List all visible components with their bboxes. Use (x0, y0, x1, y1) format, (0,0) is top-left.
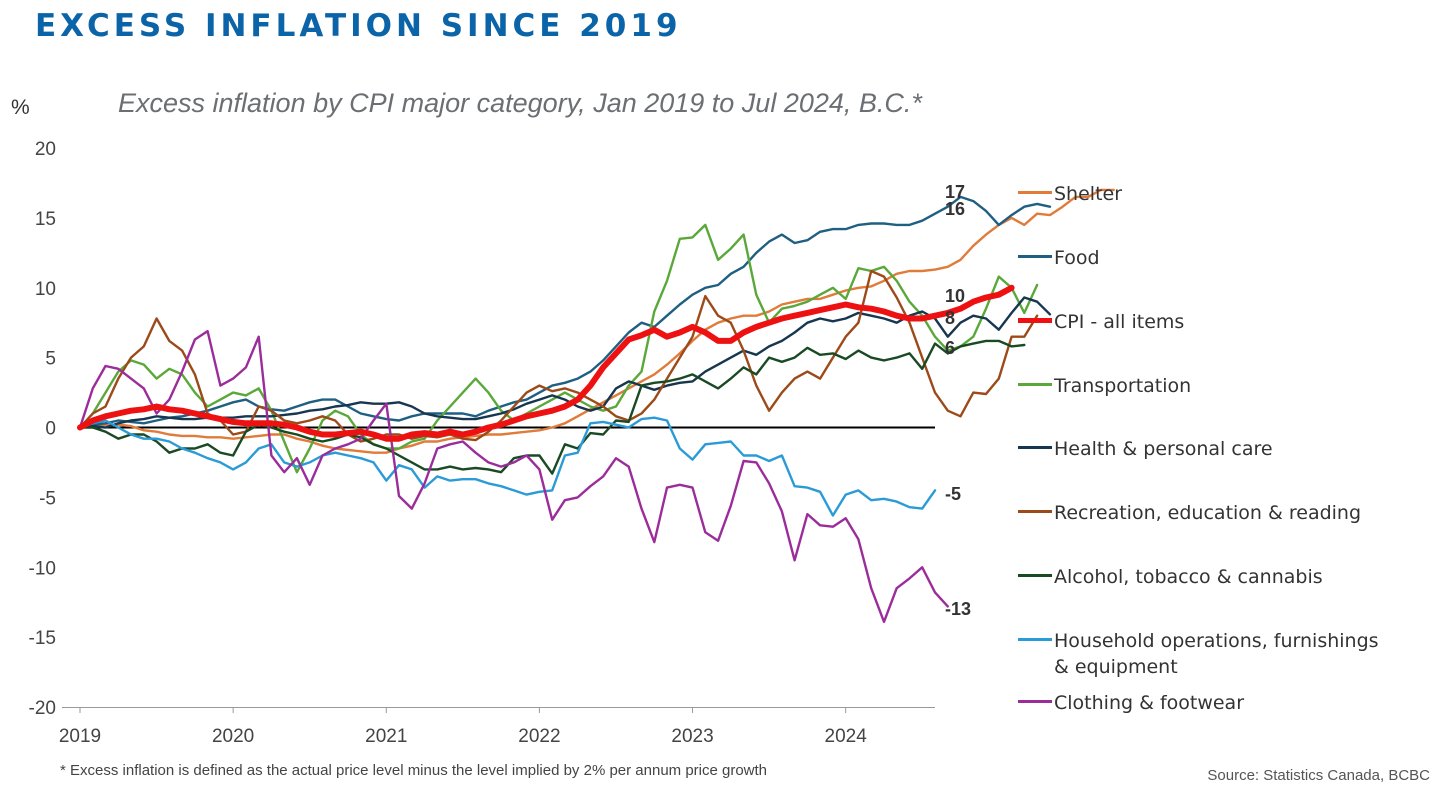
legend-item: CPI - all items (1018, 309, 1384, 335)
legend-swatch (1018, 510, 1052, 513)
y-tick-label: 20 (35, 139, 56, 160)
series-line-health-personal-care (78, 296, 1052, 429)
legend-item: Clothing & footwear (1018, 690, 1384, 716)
legend-swatch (1018, 574, 1052, 577)
x-tick-label: 2019 (59, 726, 101, 747)
series-line-shelter (78, 188, 1115, 454)
legend-label: CPI - all items (1054, 311, 1185, 333)
y-tick-label: 5 (45, 349, 56, 370)
legend-label: Shelter (1054, 183, 1123, 205)
legend-swatch (1018, 446, 1052, 449)
legend-label: Health & personal care (1054, 438, 1273, 460)
legend-label: Alcohol, tobacco & cannabis (1054, 566, 1323, 588)
end-value-label: 8 (945, 308, 955, 328)
x-tick-label: 2022 (518, 726, 560, 747)
end-value-label: 10 (945, 286, 965, 306)
y-tick-label: 0 (45, 419, 56, 440)
legend: Shelter Food CPI - all items Transportation… (1018, 0, 1418, 787)
legend-item: Health & personal care (1018, 436, 1384, 462)
footnote: * Excess inflation is defined as the act… (60, 762, 768, 779)
legend-swatch (1018, 255, 1052, 258)
end-value-label: 6 (945, 338, 955, 358)
chart-title: Excess inflation by CPI major category, … (118, 88, 922, 118)
y-tick-label: 15 (35, 209, 56, 230)
end-value-label: -13 (945, 599, 971, 619)
end-value-label: -5 (945, 484, 961, 504)
x-tick-label: 2024 (825, 726, 868, 747)
series-line-recreation-education-reading (78, 269, 1039, 443)
series-line-clothing-footwear (78, 329, 949, 623)
source-note: Source: Statistics Canada, BCBC (1207, 767, 1430, 784)
y-tick-label: 10 (35, 279, 56, 300)
legend-swatch (1018, 191, 1052, 194)
legend-item: Food (1018, 245, 1384, 271)
series-line-transportation (78, 223, 1039, 474)
legend-swatch (1018, 638, 1052, 641)
series-line-food (78, 195, 1052, 429)
legend-label: Recreation, education & reading (1054, 502, 1362, 524)
legend-item: Alcohol, tobacco & cannabis (1018, 564, 1384, 590)
legend-label: Transportation (1054, 375, 1192, 397)
y-tick-label: -20 (29, 698, 56, 719)
legend-item: Recreation, education & reading (1018, 500, 1384, 526)
x-tick-label: 2023 (671, 726, 713, 747)
series-line-cpi-all-items (77, 284, 1015, 442)
series-line-household-operations-furnishings-equipment (78, 416, 937, 517)
page-title: EXCESS INFLATION SINCE 2019 (35, 8, 682, 44)
legend-label: Food (1054, 247, 1100, 269)
legend-swatch (1018, 700, 1052, 703)
end-value-label: 16 (945, 199, 965, 219)
y-tick-label: -15 (29, 628, 56, 649)
legend-item: Household operations, furnishings & equi… (1018, 628, 1384, 680)
legend-label: Clothing & footwear (1054, 692, 1245, 714)
y-tick-label: -10 (29, 558, 56, 579)
series-line-alcohol-tobacco-cannabis (78, 339, 1026, 475)
y-tick-label: -5 (39, 488, 56, 509)
y-axis-unit: % (11, 96, 30, 119)
legend-swatch (1018, 318, 1052, 323)
x-tick-label: 2021 (365, 726, 407, 747)
x-tick-label: 2020 (212, 726, 254, 747)
legend-swatch (1018, 383, 1052, 386)
legend-item: Transportation (1018, 373, 1384, 399)
end-value-label: 17 (945, 182, 965, 202)
legend-item: Shelter (1018, 181, 1384, 207)
legend-label: Household operations, furnishings & equi… (1054, 630, 1379, 678)
